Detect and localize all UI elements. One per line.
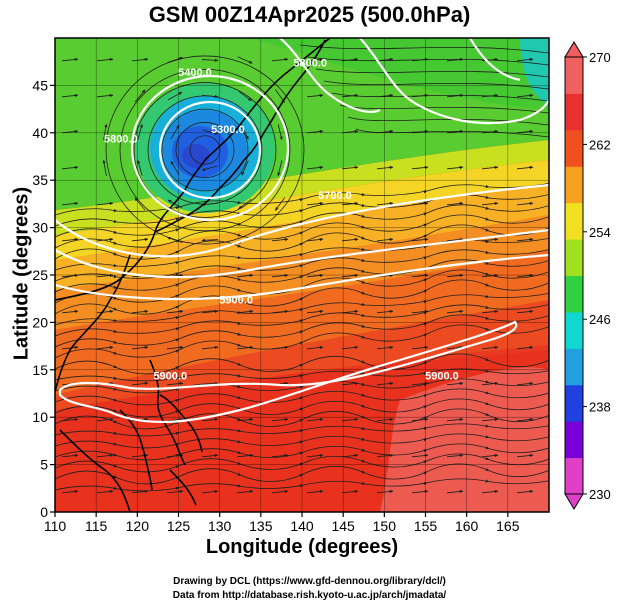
colorbar-tick-label: 246 bbox=[589, 312, 611, 327]
contour-label: 5800.0 bbox=[293, 57, 327, 69]
colorbar-segment bbox=[565, 239, 583, 276]
colorbar-segment bbox=[565, 421, 583, 459]
colorbar-tick-label: 230 bbox=[589, 487, 611, 502]
colorbar-segment bbox=[565, 93, 583, 131]
x-tick-label: 115 bbox=[85, 518, 108, 534]
contour-label: 5800.0 bbox=[104, 133, 138, 145]
y-axis-ticks: 0 5 10 15 20 25 30 35 40 45 bbox=[32, 77, 55, 520]
y-tick-label: 15 bbox=[32, 362, 48, 378]
credit-line-dcl: Drawing by DCL (https://www.gfd-dennou.o… bbox=[173, 576, 446, 587]
x-tick-label: 125 bbox=[167, 518, 191, 534]
contour-label: 5700.0 bbox=[318, 190, 352, 202]
x-tick-label: 165 bbox=[496, 518, 520, 534]
colorbar-segment bbox=[565, 166, 583, 204]
credit-line-data: Data from http://database.rish.kyoto-u.a… bbox=[172, 590, 447, 601]
y-tick-label: 40 bbox=[32, 125, 48, 141]
y-tick-label: 45 bbox=[32, 77, 48, 93]
x-axis-ticks: 110 115 120 125 130 135 140 145 150 155 160 165 bbox=[44, 512, 520, 534]
y-tick-label: 30 bbox=[32, 220, 48, 236]
contour-label: 5900.0 bbox=[153, 370, 187, 382]
colorbar-tick-label: 270 bbox=[589, 50, 611, 65]
x-tick-label: 110 bbox=[44, 518, 67, 534]
contour-labels: 5300.0 5400.0 5700.0 5800.0 5800.0 5900.0 5900… bbox=[104, 57, 459, 382]
y-tick-label: 25 bbox=[32, 267, 48, 283]
x-tick-label: 150 bbox=[373, 518, 397, 534]
colorbar-max-arrow bbox=[564, 41, 584, 58]
colorbar-segment bbox=[565, 275, 583, 313]
contour-label: 5300.0 bbox=[211, 124, 245, 136]
contour-label: 5900.0 bbox=[425, 370, 459, 382]
x-tick-label: 155 bbox=[414, 518, 438, 534]
y-tick-label: 0 bbox=[40, 504, 48, 520]
colorbar-segment bbox=[565, 57, 583, 94]
contour-label: 5900.0 bbox=[219, 294, 253, 306]
chart-title: GSM 00Z14Apr2025 (500.0hPa) bbox=[148, 2, 471, 27]
colorbar-min-arrow bbox=[564, 493, 584, 510]
colorbar: 230 238 246 254 262 270 bbox=[564, 41, 611, 510]
colorbar-tick-label: 262 bbox=[589, 137, 611, 152]
y-tick-label: 5 bbox=[40, 457, 48, 473]
y-tick-label: 10 bbox=[32, 409, 48, 425]
colorbar-segment bbox=[565, 348, 583, 386]
x-tick-label: 120 bbox=[126, 518, 150, 534]
x-tick-label: 160 bbox=[455, 518, 479, 534]
colorbar-tick-label: 238 bbox=[589, 400, 611, 415]
x-tick-label: 135 bbox=[249, 518, 273, 534]
colorbar-segment bbox=[565, 384, 583, 422]
y-tick-label: 20 bbox=[32, 314, 48, 330]
x-tick-label: 130 bbox=[208, 518, 232, 534]
x-tick-label: 140 bbox=[290, 518, 314, 534]
x-tick-label: 145 bbox=[331, 518, 355, 534]
colorbar-segment bbox=[565, 129, 583, 167]
colorbar-segment bbox=[565, 202, 583, 240]
colorbar-segment bbox=[565, 311, 583, 349]
x-axis-label: Longitude (degrees) bbox=[205, 536, 399, 558]
contour-label: 5400.0 bbox=[178, 67, 212, 79]
y-tick-label: 35 bbox=[32, 172, 48, 188]
height-contours bbox=[55, 38, 549, 424]
colorbar-segment bbox=[565, 457, 583, 495]
colorbar-tick-label: 254 bbox=[589, 225, 611, 240]
